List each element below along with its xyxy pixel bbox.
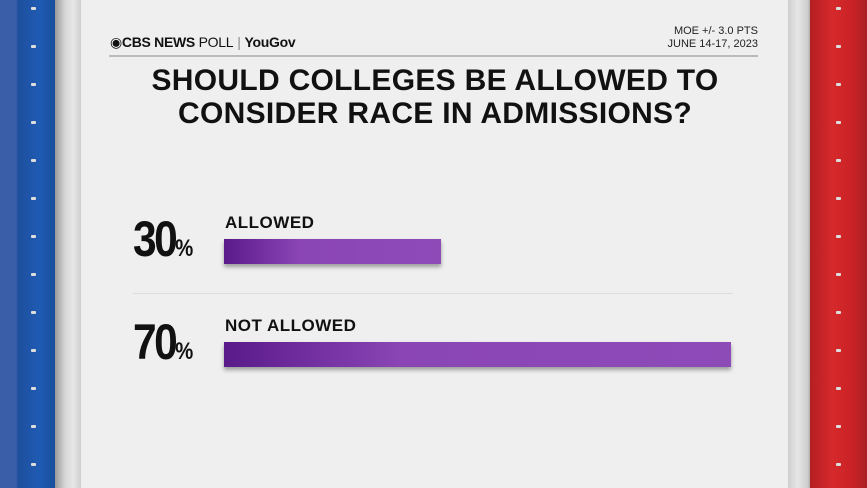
value-label-not-allowed: 70% — [133, 314, 194, 370]
right-frame-edge — [788, 0, 812, 488]
left-rivet — [31, 311, 36, 314]
left-blue-frame — [0, 0, 58, 488]
poll-label: POLL — [198, 34, 234, 50]
row-divider — [133, 293, 733, 294]
poll-info: MOE +/- 3.0 PTS JUNE 14-17, 2023 — [668, 25, 759, 51]
left-rivet — [31, 235, 36, 238]
left-rivet — [31, 349, 36, 352]
right-rivet — [836, 45, 841, 48]
brand: CBS NEWS — [121, 34, 195, 50]
cbs-yougov-logo: ◉CBS NEWS POLL | YouGov — [110, 34, 296, 50]
left-rivet — [31, 7, 36, 10]
margin-of-error: MOE +/- 3.0 PTS — [673, 25, 758, 37]
left-rivet — [31, 121, 36, 124]
right-rivet — [836, 349, 841, 352]
left-rivet — [31, 159, 36, 162]
chart-title: SHOULD COLLEGES BE ALLOWED TO CONSIDER R… — [151, 64, 719, 130]
bar-allowed — [224, 239, 442, 264]
right-rivet — [836, 159, 841, 162]
left-rivet — [31, 425, 36, 428]
right-rivet — [836, 273, 841, 276]
category-label-not-allowed: NOT ALLOWED — [225, 316, 357, 335]
left-frame-edge — [55, 0, 81, 488]
cbs-eye-icon: ◉ — [110, 34, 122, 50]
bar-not-allowed — [224, 342, 731, 367]
right-rivet — [836, 197, 841, 200]
right-rivet — [836, 83, 841, 86]
left-rivet — [31, 387, 36, 390]
left-rivet — [31, 45, 36, 48]
right-rivet — [836, 235, 841, 238]
right-rivet — [836, 121, 841, 124]
left-rivet — [31, 197, 36, 200]
left-rivet — [31, 463, 36, 466]
poll-dates: JUNE 14-17, 2023 — [667, 38, 759, 50]
right-rivet — [836, 7, 841, 10]
value-label-allowed: 30% — [133, 211, 194, 267]
right-rivet — [836, 425, 841, 428]
right-rivet — [836, 387, 841, 390]
right-rivet — [836, 311, 841, 314]
right-rivet — [836, 463, 841, 466]
header-rule — [109, 55, 758, 57]
left-rivet — [31, 83, 36, 86]
left-rivet — [31, 273, 36, 276]
right-red-frame — [810, 0, 867, 488]
partner: YouGov — [244, 34, 296, 50]
category-label-allowed: ALLOWED — [225, 213, 315, 232]
